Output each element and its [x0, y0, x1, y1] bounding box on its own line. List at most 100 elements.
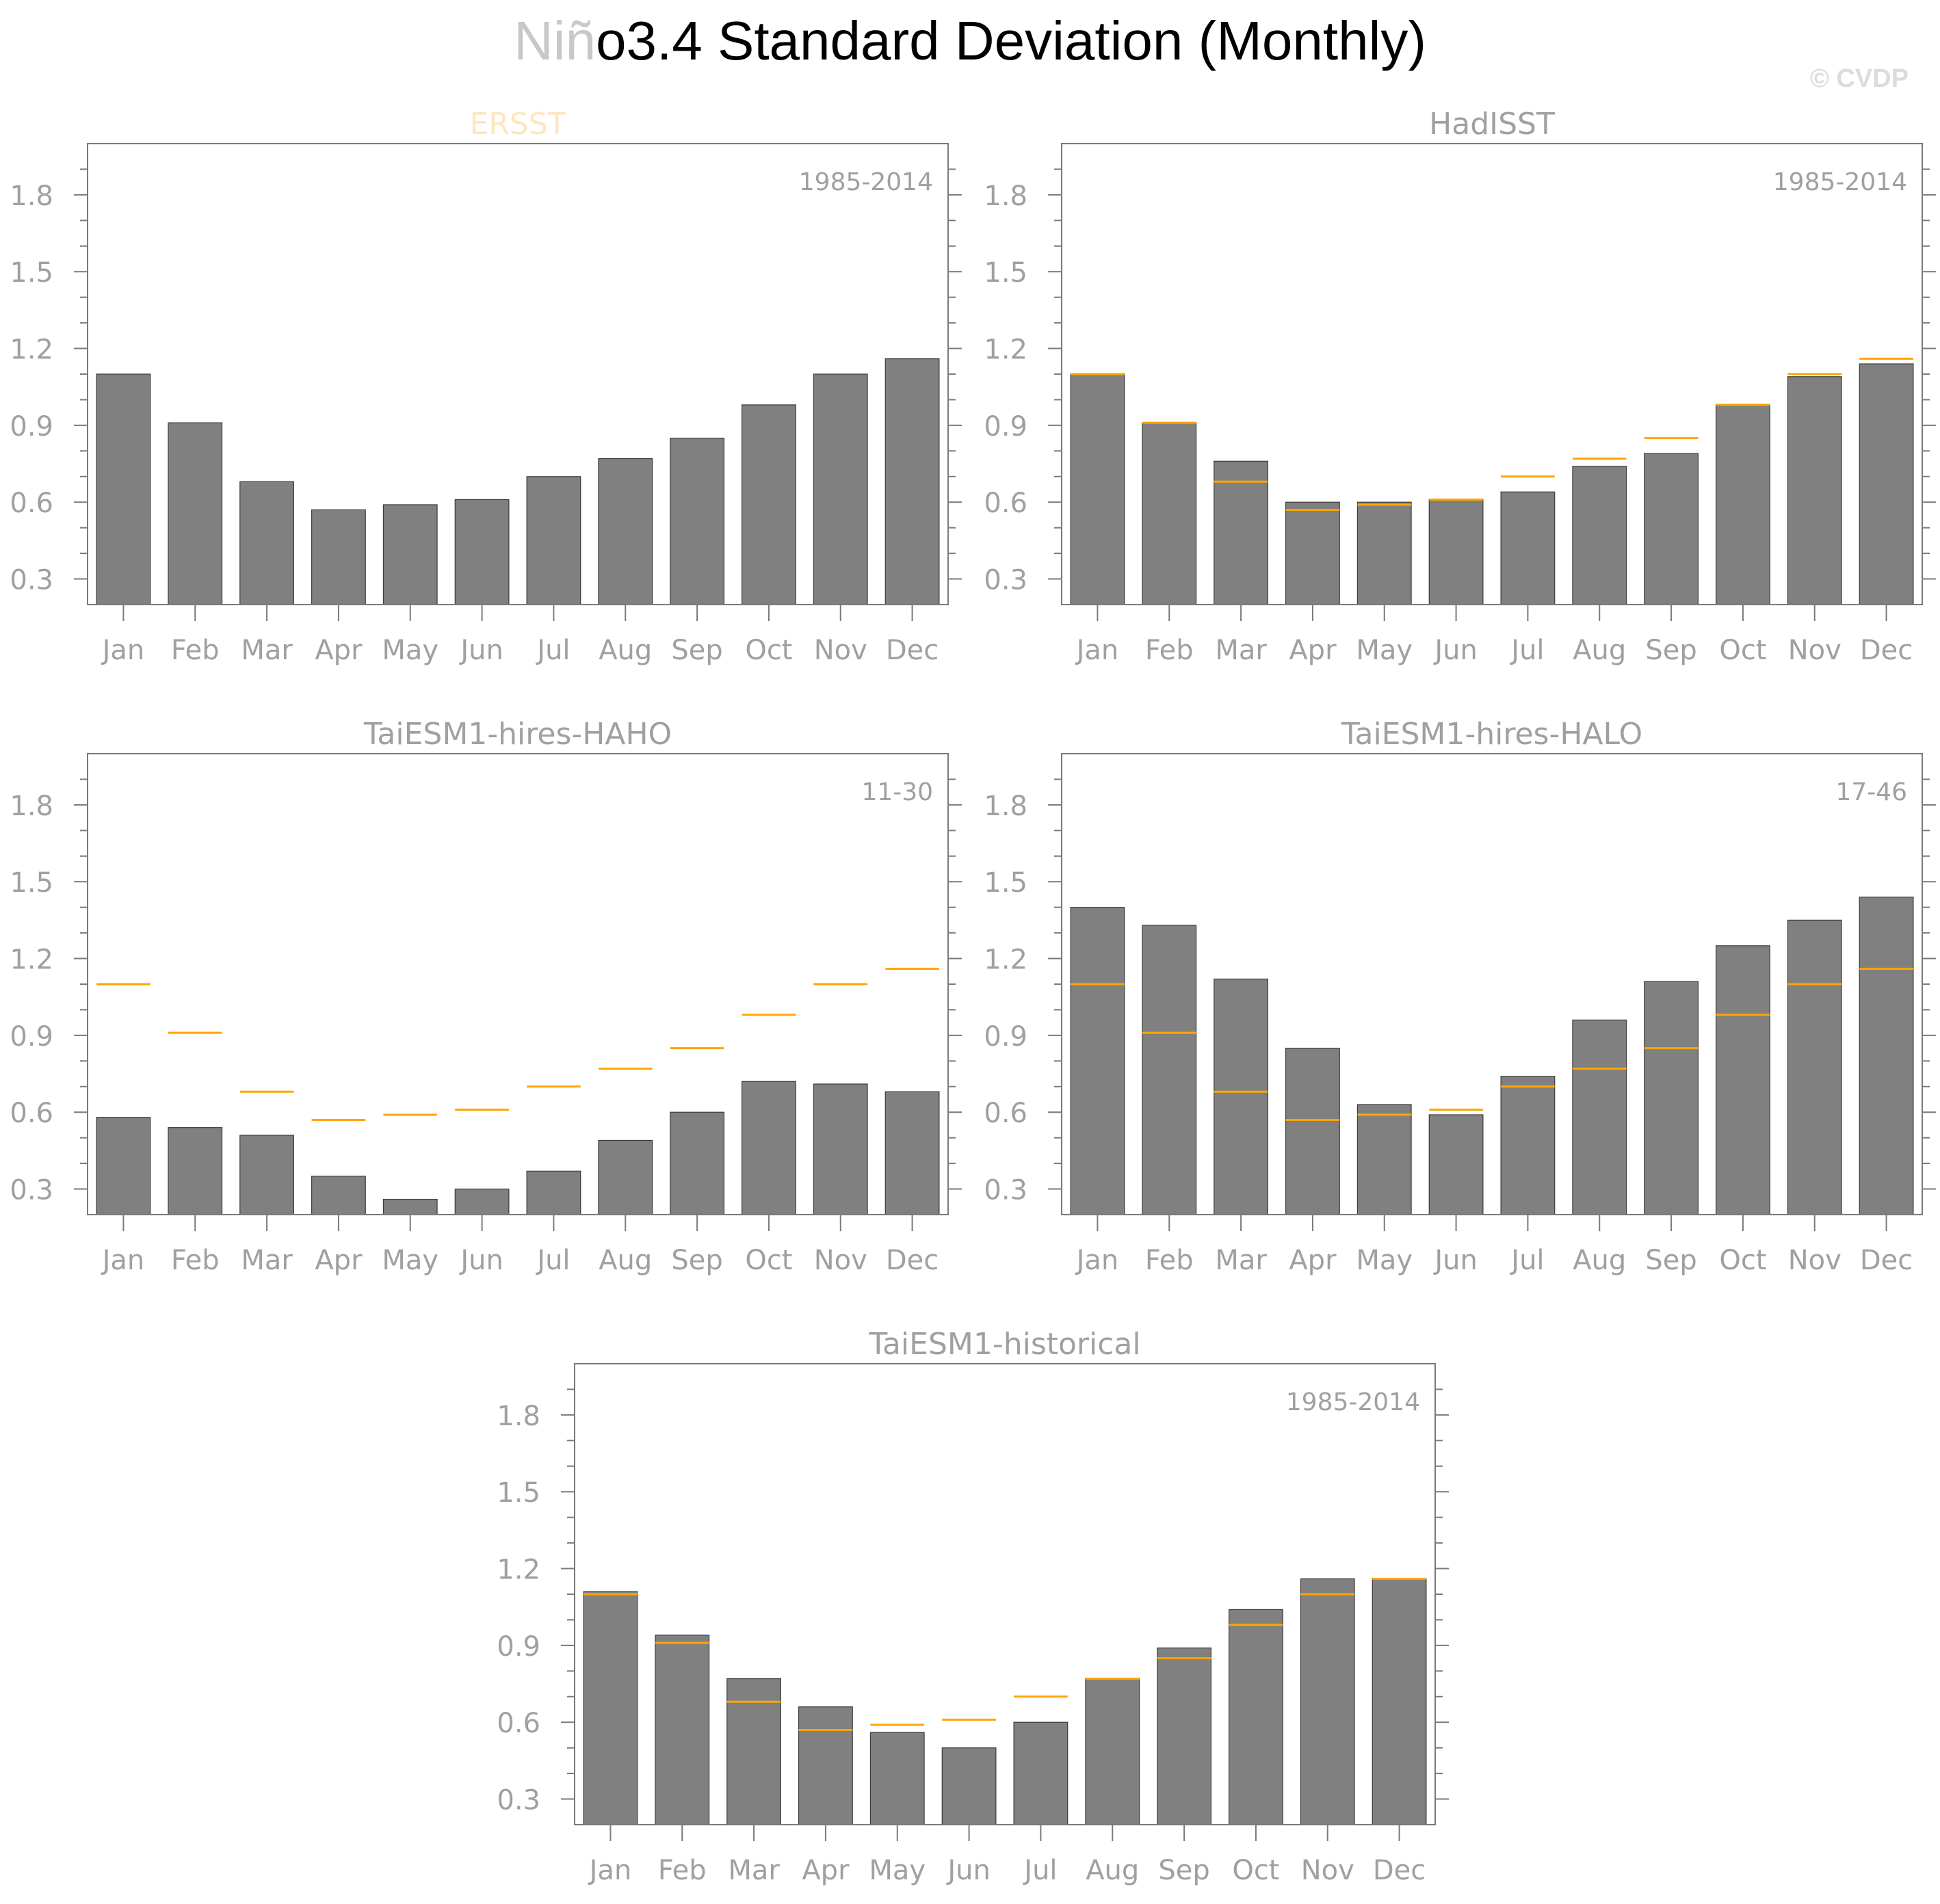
bar [1644, 981, 1699, 1215]
title-rest: o3.4 Standard Deviation (Monthly) [596, 10, 1427, 71]
bar [239, 481, 294, 605]
x-tick-label: Oct [1719, 1245, 1766, 1276]
bar [1572, 466, 1627, 605]
x-tick-label: Feb [171, 1245, 220, 1276]
x-tick-label: Apr [1289, 1245, 1337, 1276]
y-tick-label: 1.2 [10, 334, 53, 366]
x-tick-label: Mar [728, 1855, 780, 1886]
panel-title: TaiESM1-hires-HALO [1341, 717, 1642, 752]
bar [1285, 501, 1340, 605]
x-tick-label: Aug [599, 635, 652, 666]
x-tick-label: Mar [1215, 635, 1267, 666]
y-tick-label: 1.8 [984, 181, 1027, 212]
bar [583, 1591, 638, 1825]
bar [311, 509, 366, 605]
x-tick-label: Jan [101, 1245, 145, 1276]
bar [813, 373, 868, 605]
y-tick-label: 1.2 [497, 1555, 540, 1586]
bar [726, 1678, 781, 1825]
x-tick-label: Sep [1645, 1245, 1696, 1276]
bar [168, 422, 223, 605]
y-tick-label: 1.8 [10, 791, 53, 822]
bar [670, 438, 724, 605]
bar [1285, 1048, 1340, 1215]
bar [1157, 1648, 1211, 1825]
x-tick-label: Oct [745, 635, 792, 666]
bar [1085, 1678, 1140, 1825]
bar [1372, 1578, 1427, 1825]
period-label: 1985-2014 [1773, 168, 1907, 196]
y-tick-label: 0.6 [10, 488, 53, 519]
y-tick-label: 0.9 [984, 1021, 1027, 1053]
cvdp-watermark: © CVDP [1809, 64, 1909, 93]
x-tick-label: Aug [599, 1245, 652, 1276]
y-tick-label: 1.8 [984, 791, 1027, 822]
x-tick-label: Jan [588, 1855, 632, 1886]
x-tick-label: Sep [671, 1245, 722, 1276]
bar [884, 1091, 940, 1215]
title-prefix: Niñ [513, 10, 597, 71]
y-tick-label: 0.3 [984, 1175, 1027, 1206]
bar [1070, 373, 1125, 605]
bar [1300, 1578, 1355, 1825]
x-tick-label: Jun [458, 635, 503, 666]
x-tick-label: Jun [1432, 635, 1478, 666]
bar [168, 1127, 223, 1215]
x-tick-label: Nov [814, 1245, 867, 1276]
x-tick-label: Aug [1086, 1855, 1139, 1886]
bar [526, 1170, 581, 1215]
bar [1214, 460, 1268, 605]
x-tick-label: Jun [458, 1245, 503, 1276]
x-tick-label: Jul [1022, 1855, 1057, 1886]
x-tick-label: Dec [886, 635, 939, 666]
x-tick-label: Jul [1509, 635, 1544, 666]
x-tick-label: Mar [241, 635, 293, 666]
bar [598, 1139, 653, 1215]
bar [1572, 1019, 1627, 1215]
period-label: 11-30 [861, 778, 933, 806]
y-tick-label: 1.2 [10, 944, 53, 976]
bar [869, 1732, 925, 1825]
bar [742, 404, 796, 605]
x-tick-label: Oct [1719, 635, 1766, 666]
y-tick-label: 1.5 [984, 867, 1027, 899]
y-tick-label: 0.9 [10, 1021, 53, 1053]
y-tick-label: 0.3 [10, 565, 53, 596]
y-tick-label: 0.6 [984, 488, 1027, 519]
panel-title: TaiESM1-historical [868, 1327, 1140, 1362]
bar [1787, 376, 1842, 605]
x-tick-label: Jan [1075, 1245, 1119, 1276]
page-title: Niño3.4 Standard Deviation (Monthly) [0, 10, 1940, 72]
x-tick-label: Nov [814, 635, 867, 666]
y-tick-label: 1.5 [10, 257, 53, 289]
y-tick-label: 1.2 [984, 334, 1027, 366]
chart-panel: TaiESM1-historical 0.3 0.6 0.9 1.2 1.5 1.8 Jan F… [497, 1327, 1449, 1886]
bar [96, 373, 151, 605]
bar [1428, 1114, 1484, 1215]
chart-panel: TaiESM1-hires-HALO 0.3 0.6 0.9 1.2 1.5 1.8 Jan F… [984, 717, 1936, 1276]
x-tick-label: Dec [1860, 1245, 1913, 1276]
x-tick-label: Sep [1158, 1855, 1209, 1886]
bar [454, 499, 510, 605]
y-tick-label: 1.5 [497, 1477, 540, 1509]
y-tick-label: 1.2 [984, 944, 1027, 976]
x-tick-label: Dec [1860, 635, 1913, 666]
x-tick-label: Nov [1788, 1245, 1841, 1276]
x-tick-label: Jun [1432, 1245, 1478, 1276]
bar [1428, 499, 1484, 605]
bar [884, 358, 940, 605]
bar [1229, 1609, 1283, 1825]
x-tick-label: Aug [1573, 635, 1626, 666]
bar [382, 504, 438, 605]
bar [798, 1706, 853, 1825]
x-tick-label: Mar [241, 1245, 293, 1276]
bar [1142, 925, 1197, 1215]
x-tick-label: Feb [658, 1855, 707, 1886]
y-tick-label: 1.8 [497, 1401, 540, 1432]
bar [239, 1135, 294, 1215]
bar [1500, 491, 1556, 605]
bar [1142, 422, 1197, 605]
y-tick-label: 0.3 [984, 565, 1027, 596]
bar [96, 1117, 151, 1215]
bar [1356, 1104, 1412, 1215]
